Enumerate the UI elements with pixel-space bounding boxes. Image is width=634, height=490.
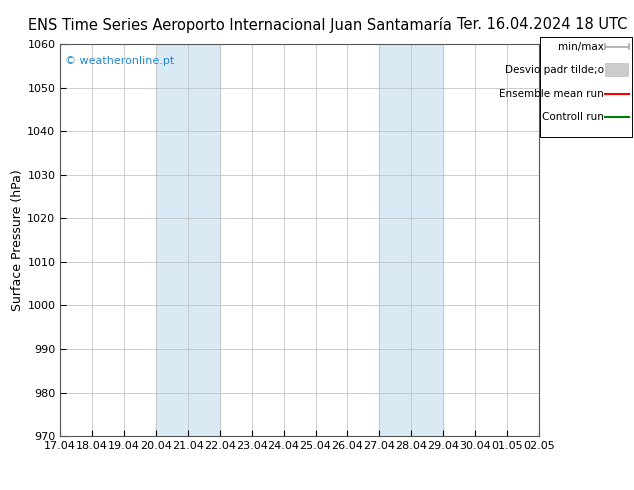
Bar	[156, 44, 220, 436]
Y-axis label: Surface Pressure (hPa): Surface Pressure (hPa)	[11, 169, 25, 311]
Text: min/max: min/max	[558, 42, 604, 51]
Text: ENS Time Series Aeroporto Internacional Juan Santamaría: ENS Time Series Aeroporto Internacional …	[28, 17, 451, 33]
Text: Ensemble mean run: Ensemble mean run	[499, 89, 604, 98]
Text: Ter. 16.04.2024 18 UTC: Ter. 16.04.2024 18 UTC	[457, 17, 628, 32]
Text: © weatheronline.pt: © weatheronline.pt	[65, 56, 174, 66]
Text: Desvio padr tilde;o: Desvio padr tilde;o	[505, 65, 604, 75]
Bar	[379, 44, 443, 436]
Text: Controll run: Controll run	[541, 112, 604, 122]
